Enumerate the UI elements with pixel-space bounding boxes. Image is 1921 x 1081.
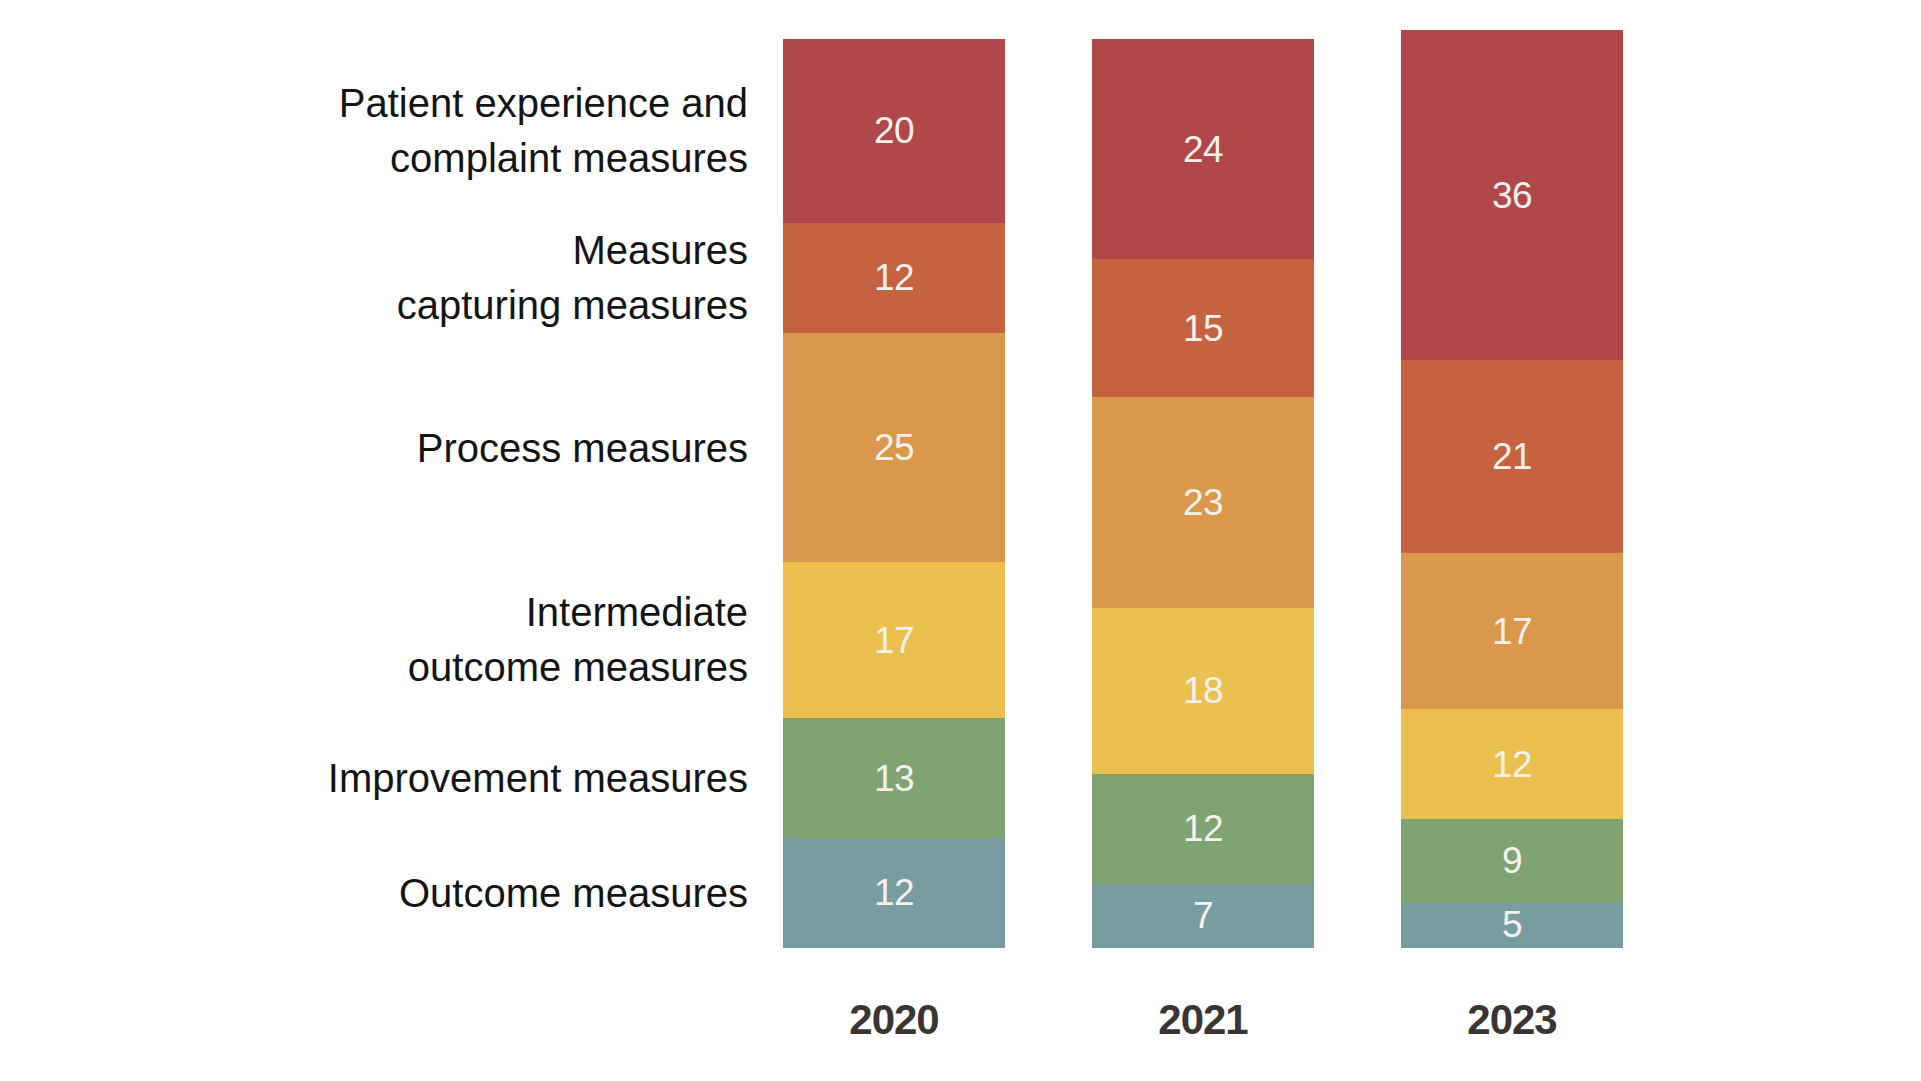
bar-segment: 21 xyxy=(1401,360,1623,553)
bar-segment: 18 xyxy=(1092,608,1314,773)
bar-segment: 12 xyxy=(783,838,1005,948)
segment-value-label: 13 xyxy=(874,760,914,797)
segment-value-label: 7 xyxy=(1193,897,1213,934)
category-label: Intermediate outcome measures xyxy=(208,585,748,695)
x-tick-year-label: 2023 xyxy=(1401,996,1623,1044)
bar-column: 36 21 17 12 9 5 xyxy=(1401,30,1623,948)
segment-value-label: 24 xyxy=(1183,131,1223,168)
bar-segment: 5 xyxy=(1401,902,1623,948)
bar-segment: 23 xyxy=(1092,397,1314,608)
bar-segment: 25 xyxy=(783,333,1005,563)
category-label: Measures capturing measures xyxy=(208,223,748,333)
stacked-bar-chart: 20 12 25 17 13 12 2020 24 15 23 18 12 7 2021 36 21 17 12 9… xyxy=(0,0,1921,1081)
segment-value-label: 12 xyxy=(874,259,914,296)
segment-value-label: 9 xyxy=(1502,842,1522,879)
segment-value-label: 18 xyxy=(1183,672,1223,709)
bar-column: 20 12 25 17 13 12 xyxy=(783,39,1005,948)
bar-segment: 12 xyxy=(783,223,1005,333)
category-label: Improvement measures xyxy=(208,751,748,806)
segment-value-label: 5 xyxy=(1502,906,1522,943)
bar-segment: 24 xyxy=(1092,39,1314,259)
segment-value-label: 23 xyxy=(1183,484,1223,521)
category-label: Patient experience and complaint measure… xyxy=(208,76,748,186)
segment-value-label: 25 xyxy=(874,429,914,466)
segment-value-label: 12 xyxy=(874,874,914,911)
bar-column: 24 15 23 18 12 7 xyxy=(1092,39,1314,948)
bar-segment: 13 xyxy=(783,718,1005,837)
bar-segment: 12 xyxy=(1401,709,1623,819)
bar-segment: 17 xyxy=(783,562,1005,718)
segment-value-label: 17 xyxy=(874,622,914,659)
segment-value-label: 17 xyxy=(1492,613,1532,650)
bar-segment: 12 xyxy=(1092,774,1314,884)
bar-segment: 17 xyxy=(1401,553,1623,709)
segment-value-label: 20 xyxy=(874,112,914,149)
bar-segment: 7 xyxy=(1092,884,1314,948)
segment-value-label: 12 xyxy=(1183,810,1223,847)
segment-value-label: 21 xyxy=(1492,438,1532,475)
segment-value-label: 36 xyxy=(1492,177,1532,214)
bar-segment: 20 xyxy=(783,39,1005,223)
bar-segment: 36 xyxy=(1401,30,1623,360)
x-tick-year-label: 2021 xyxy=(1092,996,1314,1044)
x-tick-year-label: 2020 xyxy=(783,996,1005,1044)
bar-segment: 15 xyxy=(1092,259,1314,397)
bar-segment: 9 xyxy=(1401,819,1623,902)
segment-value-label: 12 xyxy=(1492,746,1532,783)
category-label: Process measures xyxy=(208,420,748,475)
category-label: Outcome measures xyxy=(208,865,748,920)
segment-value-label: 15 xyxy=(1183,310,1223,347)
